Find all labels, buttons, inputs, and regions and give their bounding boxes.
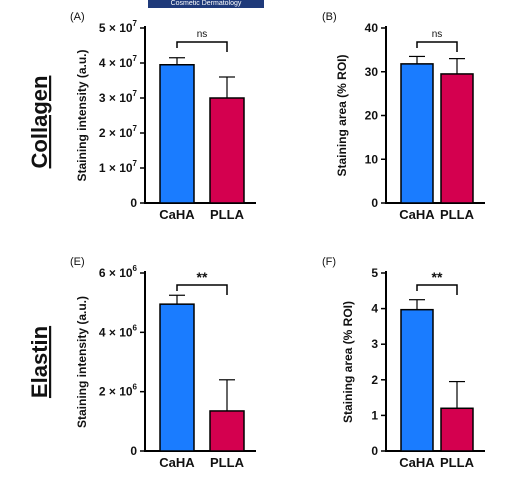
y-tick-label-base: 1 × 10: [99, 161, 133, 175]
y-tick-label-exponent: 7: [133, 54, 138, 63]
chart-panel: 0 1 2 3 4 5 CaHA PLLA ** Staining area (% ROI) (F): [322, 256, 485, 470]
y-tick-label-exponent: 7: [133, 19, 138, 28]
y-tick-label: 0: [371, 444, 378, 458]
y-tick-label: 4 × 106: [99, 323, 138, 339]
significance-bracket: [176, 41, 228, 52]
significance-label: **: [197, 269, 208, 285]
y-tick-label-base: 0: [371, 196, 378, 210]
y-tick-label: 40: [365, 21, 379, 35]
panel-label: (B): [322, 11, 337, 23]
y-tick-label: 0: [130, 196, 137, 210]
y-tick-label-base: 4 × 10: [99, 56, 133, 70]
y-axis-label: Staining area (% ROI): [341, 301, 355, 423]
y-tick-label-base: 20: [365, 109, 379, 123]
y-tick-label-base: 3 × 10: [99, 91, 133, 105]
y-tick-label-base: 30: [365, 65, 379, 79]
panel-label: (F): [322, 256, 336, 268]
significance-bracket: [416, 284, 458, 295]
y-tick-label: 3 × 107: [99, 89, 138, 105]
y-axis-label: Staining intensity (a.u.): [75, 296, 89, 428]
y-tick-label-base: 2: [371, 373, 378, 387]
journal-banner: Cosmetic Dermatology: [148, 0, 264, 8]
y-tick-label: 20: [365, 109, 379, 123]
y-tick-label-exponent: 7: [133, 89, 138, 98]
y-tick-label-exponent: 7: [133, 159, 138, 168]
y-tick-label: 1: [371, 408, 378, 422]
y-axis-label: Staining intensity (a.u.): [75, 49, 89, 181]
y-tick-label-base: 0: [130, 196, 137, 210]
significance-label: ns: [432, 29, 443, 40]
category-label: CaHA: [159, 455, 195, 470]
chart-panel: 0 10 20 30 40 CaHA PLLA ns Staining area (% ROI)…: [322, 11, 485, 222]
row-label-elastin: Elastin: [27, 326, 52, 398]
panel-label: (A): [70, 11, 85, 23]
y-tick-label: 2 × 107: [99, 124, 138, 140]
bar-caha: [159, 303, 195, 452]
y-tick-label: 6 × 106: [99, 264, 138, 280]
y-tick-label-exponent: 6: [133, 264, 138, 273]
significance-bracket: [416, 41, 458, 52]
y-tick-label: 2: [371, 373, 378, 387]
y-tick-label-exponent: 6: [133, 323, 138, 332]
category-label: PLLA: [210, 455, 245, 470]
bar-caha: [400, 308, 434, 452]
y-tick-label: 4: [371, 302, 378, 316]
y-tick-label: 0: [371, 196, 378, 210]
y-tick-label-base: 4: [371, 302, 378, 316]
y-tick-label: 10: [365, 152, 379, 166]
y-tick-label: 2 × 106: [99, 383, 138, 399]
row-label-collagen: Collagen: [27, 76, 52, 169]
bar-plla: [209, 97, 245, 204]
y-tick-label-base: 5 × 10: [99, 21, 133, 35]
bar-caha: [400, 63, 434, 204]
y-tick-label-base: 5: [371, 266, 378, 280]
significance-label: ns: [197, 29, 208, 40]
bar-plla: [209, 410, 245, 452]
y-tick-label-base: 40: [365, 21, 379, 35]
significance-label: **: [432, 269, 443, 285]
bar-plla: [440, 407, 474, 452]
y-tick-label-base: 3: [371, 337, 378, 351]
y-tick-label-base: 10: [365, 152, 379, 166]
y-tick-label-base: 0: [371, 444, 378, 458]
y-tick-label-base: 4 × 10: [99, 325, 133, 339]
y-tick-label-base: 6 × 10: [99, 266, 133, 280]
category-label: PLLA: [210, 207, 245, 222]
y-tick-label: 5 × 107: [99, 19, 138, 35]
y-tick-label: 5: [371, 266, 378, 280]
panel-label: (E): [70, 256, 85, 268]
significance-bracket: [176, 284, 228, 295]
category-label: CaHA: [399, 207, 435, 222]
y-tick-label-base: 0: [130, 444, 137, 458]
category-label: CaHA: [399, 455, 435, 470]
y-tick-label: 3: [371, 337, 378, 351]
y-tick-label: 0: [130, 444, 137, 458]
y-tick-label: 4 × 107: [99, 54, 138, 70]
y-tick-label-base: 1: [371, 408, 378, 422]
category-label: CaHA: [159, 207, 195, 222]
y-tick-label-exponent: 6: [133, 383, 138, 392]
y-tick-label-base: 2 × 10: [99, 385, 133, 399]
category-label: PLLA: [440, 455, 475, 470]
bar-caha: [159, 64, 195, 204]
y-tick-label-base: 2 × 10: [99, 126, 133, 140]
y-axis-label: Staining area (% ROI): [335, 54, 349, 176]
category-label: PLLA: [440, 207, 475, 222]
y-tick-label: 30: [365, 65, 379, 79]
bar-plla: [440, 73, 474, 204]
y-tick-label-exponent: 7: [133, 124, 138, 133]
y-tick-label: 1 × 107: [99, 159, 138, 175]
